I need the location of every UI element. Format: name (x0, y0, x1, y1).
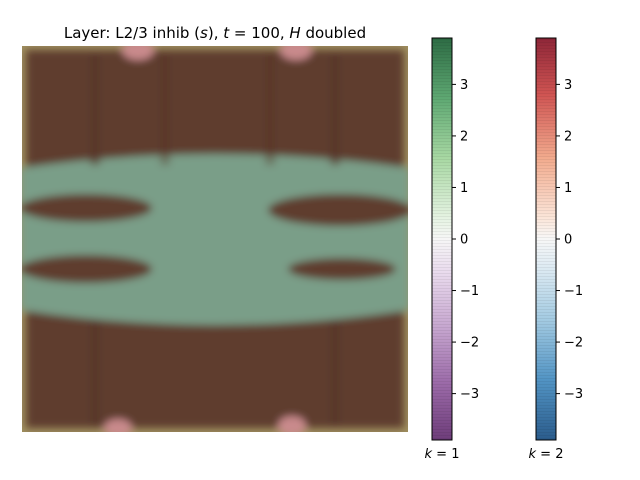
colorbar-tick-label: −3 (564, 387, 583, 402)
left-lower-blob (22, 255, 152, 283)
pink-spot-bottom-right (278, 416, 306, 432)
pink-spot-bottom-left (104, 419, 132, 432)
right-upper-blob (268, 194, 408, 226)
colorbar-tick-label: 3 (564, 78, 572, 93)
colorbar-tick-label: 1 (460, 181, 468, 196)
colorbar-tick-label: −2 (460, 336, 479, 351)
colorbar-tick-label: 2 (460, 129, 468, 144)
pink-spot-top-left (122, 46, 154, 60)
left-upper-blob (22, 194, 152, 222)
right-lower-blob (288, 258, 396, 280)
colorbar-tick-label: −1 (564, 284, 583, 299)
colorbar-tick-label: −2 (564, 336, 583, 351)
chart-title: Layer: L2/3 inhib (s), t = 100, H double… (64, 24, 366, 42)
colorbar-k2-ticks: 3 2 1 0 −1 −2 −3 (556, 78, 583, 402)
colorbar-tick-label: −3 (460, 387, 479, 402)
colorbar-tick-label: 0 (564, 233, 572, 248)
colorbar-k2-label: k = 2 (529, 447, 564, 462)
colorbar-tick-label: −1 (460, 284, 479, 299)
colorbar-tick-label: 2 (564, 129, 572, 144)
colorbar-k1: 3 2 1 0 −1 −2 −3 k = 1 (425, 37, 479, 462)
colorbar-tick-label: 1 (564, 181, 572, 196)
colorbar-k2: 3 2 1 0 −1 −2 −3 k = 2 (529, 37, 583, 462)
colorbar-k1-label: k = 1 (425, 447, 460, 462)
colorbar-tick-label: 3 (460, 78, 468, 93)
colorbar-tick-label: 0 (460, 233, 468, 248)
pink-spot-top-right (280, 46, 312, 60)
colorbar-k1-ticks: 3 2 1 0 −1 −2 −3 (452, 78, 479, 402)
heatmap (22, 46, 408, 432)
middle-green-band (22, 154, 408, 325)
